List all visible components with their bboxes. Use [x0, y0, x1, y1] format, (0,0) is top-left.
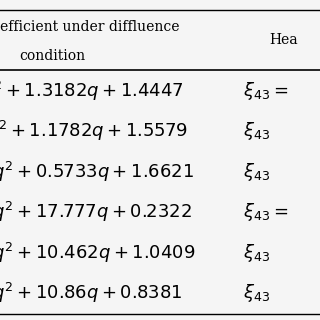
Text: $q^2+1.3182q+1.4447$: $q^2+1.3182q+1.4447$: [0, 79, 184, 103]
Text: $\xi_{43}$: $\xi_{43}$: [243, 242, 270, 264]
Text: $8q^2+10.86q+0.8381$: $8q^2+10.86q+0.8381$: [0, 281, 182, 305]
Text: $\xi_{43} =$: $\xi_{43} =$: [243, 201, 289, 223]
Text: $9q^2+10.462q+1.0409$: $9q^2+10.462q+1.0409$: [0, 241, 196, 265]
Text: $7q^2+17.777q+0.2322$: $7q^2+17.777q+0.2322$: [0, 200, 192, 224]
Text: $\xi_{43}$: $\xi_{43}$: [243, 282, 270, 304]
Text: $\xi_{43}$: $\xi_{43}$: [243, 161, 270, 183]
Text: $lq^2+1.1782q+1.5579$: $lq^2+1.1782q+1.5579$: [0, 119, 188, 143]
Text: $\xi_{43} =$: $\xi_{43} =$: [243, 80, 289, 102]
Text: $\xi_{43}$: $\xi_{43}$: [243, 120, 270, 142]
Text: condition: condition: [19, 49, 85, 63]
Text: $8q^2+0.5733q+1.6621$: $8q^2+0.5733q+1.6621$: [0, 160, 194, 184]
Text: Hea: Hea: [269, 33, 297, 47]
Text: efficient under diffluence: efficient under diffluence: [0, 20, 180, 34]
